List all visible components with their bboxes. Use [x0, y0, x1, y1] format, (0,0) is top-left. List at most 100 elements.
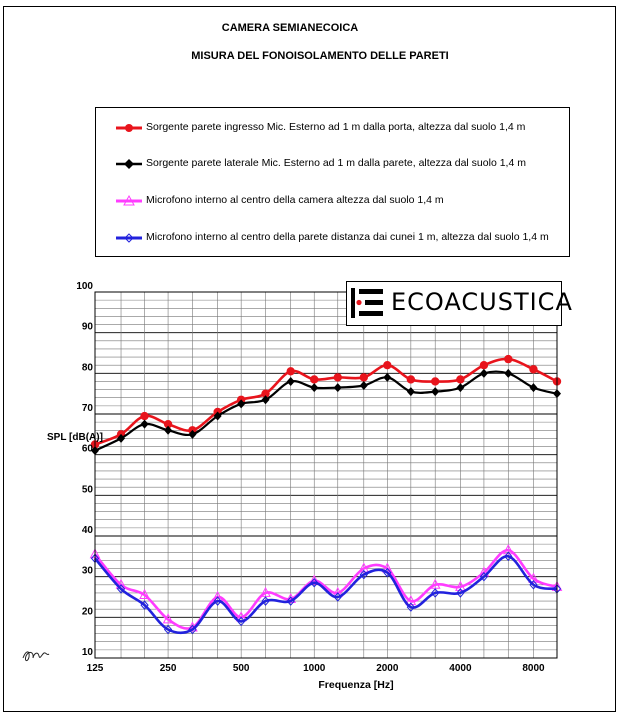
y-tick-label: 100: [76, 281, 93, 292]
logo-text: ECOACUSTICA: [391, 288, 573, 316]
x-tick-label: 8000: [522, 663, 545, 674]
data-point: [528, 572, 539, 583]
data-point: [456, 588, 465, 598]
data-point: [140, 411, 149, 421]
legend-swatch-blue: [116, 233, 142, 243]
plot-border: [94, 291, 558, 659]
x-tick-label: 250: [160, 663, 177, 674]
data-point: [164, 425, 173, 435]
data-point: [236, 616, 246, 627]
data-point: [529, 580, 538, 590]
legend-label-blue: Microfono interno al centro della parete…: [146, 231, 549, 243]
data-point: [310, 375, 319, 384]
data-point: [479, 368, 488, 378]
y-tick-label: 80: [82, 362, 94, 373]
legend-label-magenta: Microfono interno al centro della camera…: [146, 194, 444, 206]
data-point: [405, 594, 417, 606]
series-layer: [89, 354, 563, 635]
series-line: [94, 548, 558, 630]
brand-logo: ECOACUSTICA: [346, 281, 572, 326]
data-point: [529, 365, 538, 374]
x-axis-label: Frequenza [Hz]: [318, 679, 393, 691]
data-point: [504, 354, 513, 364]
data-point: [504, 551, 513, 562]
data-point: [237, 399, 246, 409]
data-point: [188, 429, 197, 439]
data-point: [213, 596, 222, 606]
series-2: [89, 544, 563, 632]
y-tick-label: 20: [82, 606, 94, 617]
legend: Sorgente parete ingresso Mic. Esterno ad…: [95, 107, 570, 257]
data-point: [333, 373, 342, 382]
legend-swatch-magenta: [116, 194, 142, 206]
x-tick-label: 1000: [303, 663, 326, 674]
data-point: [359, 373, 368, 382]
data-point: [117, 433, 126, 443]
legend-swatch-black: [116, 159, 142, 169]
y-tick-label: 40: [82, 525, 94, 536]
data-point: [431, 377, 440, 386]
data-point: [431, 387, 440, 397]
data-point: [261, 596, 270, 606]
x-tick-label: 4000: [449, 663, 472, 674]
y-tick-label: 90: [82, 322, 94, 333]
series-line: [94, 370, 558, 452]
ecoacustica-logo-icon: [351, 288, 383, 318]
data-point: [188, 624, 197, 635]
data-point: [140, 419, 149, 429]
data-point: [333, 383, 342, 393]
data-point: [455, 580, 466, 591]
data-point: [139, 588, 150, 599]
chart-frame: [3, 6, 616, 712]
x-tick-label: 2000: [376, 663, 399, 674]
data-point: [261, 389, 270, 398]
data-point: [359, 381, 368, 391]
data-point: [406, 387, 415, 397]
data-point: [456, 375, 465, 384]
data-point: [529, 383, 538, 393]
data-point: [358, 562, 370, 573]
data-point: [406, 375, 416, 384]
data-point: [383, 372, 392, 382]
y-axis-label: SPL [dB(A)]: [47, 432, 103, 443]
data-point: [383, 567, 392, 578]
data-point: [310, 578, 319, 588]
signature: [22, 651, 50, 662]
data-point: [286, 596, 295, 606]
data-point: [456, 383, 465, 393]
data-point: [333, 592, 342, 602]
data-point: [406, 602, 416, 612]
chart-title: CAMERA SEMIANECOICA: [221, 22, 359, 34]
y-tick-label: 60: [82, 444, 94, 455]
data-point: [310, 383, 319, 393]
data-point: [504, 368, 513, 378]
data-point: [261, 395, 270, 405]
legend-item-red: Sorgente parete ingresso Mic. Esterno ad…: [96, 120, 566, 136]
data-point: [383, 361, 392, 370]
legend-label-black: Sorgente parete laterale Mic. Esterno ad…: [146, 157, 526, 169]
data-point: [502, 544, 514, 555]
data-point: [116, 584, 126, 594]
data-point: [308, 574, 320, 585]
axes: 10 20 30 40 50 60 70 80 90 100 125 250 500 1000 2000 40…: [47, 281, 558, 691]
y-tick-label: 70: [82, 403, 94, 414]
x-tick-label: 500: [233, 663, 250, 674]
y-tick-label: 10: [82, 647, 94, 658]
grid: [94, 291, 558, 659]
data-point: [286, 367, 295, 376]
y-tick-label: 30: [82, 566, 94, 577]
legend-label-red: Sorgente parete ingresso Mic. Esterno ad…: [146, 121, 526, 133]
y-tick-label: 50: [82, 484, 94, 495]
series-1: [91, 368, 561, 456]
legend-item-magenta: Microfono interno al centro della camera…: [96, 193, 566, 209]
series-3: [90, 551, 562, 635]
data-point: [163, 419, 173, 429]
data-point: [140, 600, 149, 610]
data-point: [213, 411, 222, 421]
legend-swatch-red: [116, 124, 142, 132]
data-point: [479, 361, 489, 370]
data-point: [286, 376, 295, 386]
data-point: [359, 569, 368, 580]
chart-subtitle: MISURA DEL FONOISOLAMENTO DELLE PARETI: [191, 50, 449, 62]
